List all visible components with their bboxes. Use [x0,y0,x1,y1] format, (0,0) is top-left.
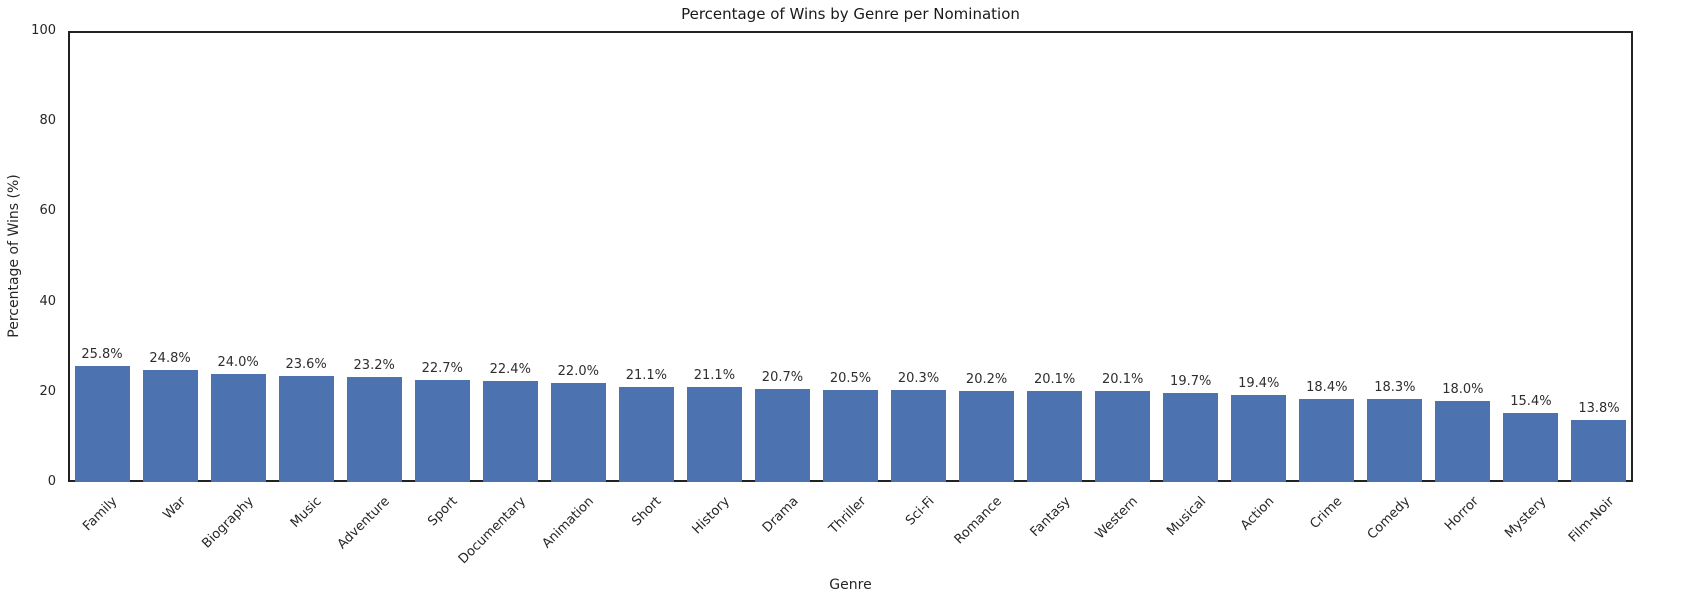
bar [754,388,810,482]
x-tick-label: Crime [1307,494,1346,532]
x-tick-label: Documentary [455,494,529,568]
bar [414,379,470,482]
bar-value-label: 22.4% [489,361,531,377]
x-tick-label: Western [1092,494,1142,543]
bar [618,386,674,482]
bar-value-label: 22.7% [421,360,463,376]
y-tick-label: 0 [47,474,56,489]
bar [550,382,606,482]
x-tick-label: Music [287,494,325,531]
x-tick-label: History [689,494,734,538]
bar-value-label: 20.7% [761,369,804,385]
x-tick-label: Fantasy [1027,494,1074,540]
bar-value-label: 19.7% [1170,374,1212,390]
y-tick-label: 80 [39,113,56,129]
bar [891,390,947,482]
bar [210,373,266,482]
y-tick-label: 100 [31,23,56,38]
bar-value-label: 19.4% [1238,375,1280,391]
bar-value-label: 21.1% [625,367,668,383]
x-tick-label: Comedy [1364,494,1414,543]
x-axis-label: Genre [829,577,872,593]
x-tick-label: Musical [1164,494,1210,539]
bar-value-label: 23.2% [353,358,395,374]
bar [1503,412,1559,482]
bar-value-label: 20.3% [897,371,940,387]
bar-value-label: 21.1% [693,367,736,383]
x-tick-label: Film-Noir [1566,494,1618,546]
bar [823,389,878,482]
x-tick-label: Thriller [826,494,870,537]
bar [142,370,198,482]
bar [1095,391,1151,482]
bar [1299,399,1355,482]
bar-value-label: 18.3% [1374,380,1416,396]
bar-value-label: 20.1% [1102,372,1144,388]
x-tick-label: Sci-Fi [902,494,938,529]
bar [482,380,538,482]
bar [1571,419,1627,482]
bar-value-label: 15.4% [1510,393,1552,409]
x-tick-label: Horror [1441,494,1482,534]
x-tick-label: Romance [951,494,1006,548]
x-tick-label: Adventure [334,494,393,553]
bar-value-label: 20.5% [829,370,872,386]
bar-value-label: 22.0% [557,363,599,379]
y-axis-label: Percentage of Wins (%) [6,174,22,338]
x-tick-label: Action [1237,494,1278,534]
bar [959,390,1015,482]
bar-value-label: 20.1% [1033,372,1076,388]
bar-value-label: 24.0% [217,354,259,370]
bar [1231,394,1287,482]
bar [74,365,130,482]
bar [1027,391,1083,482]
bar-value-label: 25.8% [81,346,123,362]
bar-value-label: 20.2% [965,371,1008,387]
x-tick-label: Short [629,494,665,530]
y-tick-label: 20 [39,383,56,399]
x-tick-label: Animation [539,494,597,552]
x-tick-label: Family [80,494,121,535]
bar [278,375,334,482]
bar-value-label: 23.6% [285,356,327,372]
y-tick-label: 60 [39,203,56,219]
x-tick-label: Biography [199,494,257,552]
x-tick-label: Mystery [1502,494,1550,542]
bar-value-label: 18.0% [1442,381,1484,397]
bar-value-label: 24.8% [149,351,191,367]
bar-value-label: 18.4% [1306,380,1348,396]
chart-title: Percentage of Wins by Genre per Nominati… [681,5,1020,23]
x-tick-label: Drama [759,494,802,536]
bar [686,386,742,482]
y-tick-label: 40 [39,293,56,309]
bar [1367,399,1423,482]
bar [1435,400,1491,482]
bar [346,377,402,482]
bar-value-label: 13.8% [1578,400,1620,416]
x-tick-label: War [160,494,189,523]
bar [1163,393,1219,482]
x-tick-label: Sport [425,494,461,530]
